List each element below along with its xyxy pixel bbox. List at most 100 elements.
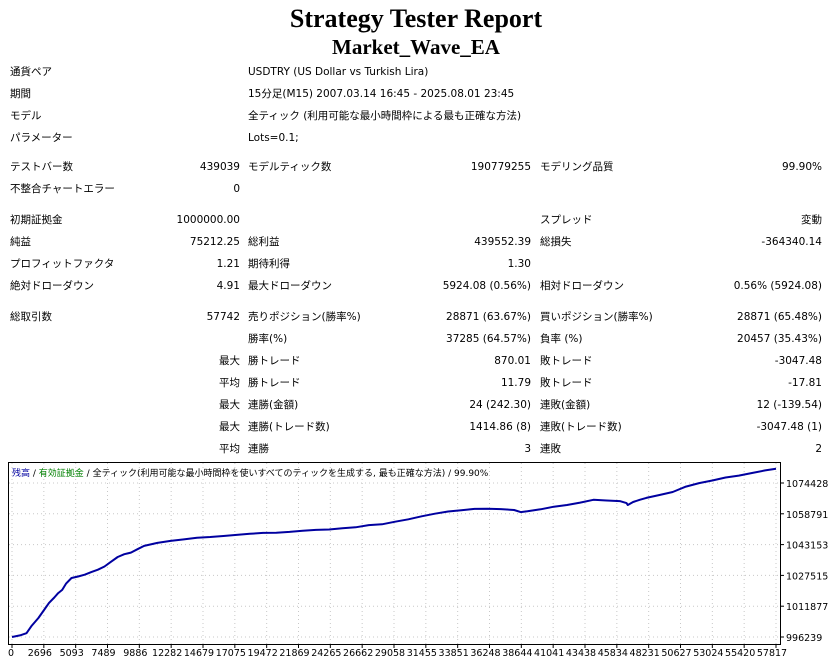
quality-label: モデリング品質 [540,161,614,173]
win-value: 37285 (64.57%) [446,333,531,345]
x-tick-label: 38644 [502,648,532,659]
x-tick-label: 12282 [152,648,182,659]
abs-dd-value: 4.91 [216,280,240,292]
max-word: 最大 [219,421,240,433]
avg-cons-win-label: 連勝 [248,443,269,455]
avg-cons-loss-value: 2 [815,443,822,455]
params-label: パラメーター [10,132,73,144]
y-tick-label: 1074428 [786,479,828,490]
y-tick-label: 1058791 [786,510,828,521]
legend-equity: 有効証拠金 [39,467,84,479]
x-tick-label: 53024 [693,648,723,659]
legend-sep: / [84,469,93,479]
model-value: 全ティック (利用可能な最小時間枠による最も正確な方法) [248,110,522,122]
avg-cons-win-value: 3 [524,443,531,455]
x-tick-label: 0 [8,648,14,659]
balance-line [11,467,777,638]
legend-model: 全ティック(利用可能な最小時間枠を使いすべてのティックを生成する, 最も正確な方… [93,467,446,479]
x-tick-label: 45834 [598,648,628,659]
legend-quality: 99.90% [454,469,489,479]
mismatch-label: 不整合チャートエラー [10,183,115,195]
gross-loss-label: 総損失 [540,236,572,248]
avg-cons-loss-label: 連敗 [540,443,561,455]
legend-sep: / [30,469,39,479]
pair-label: 通貨ペア [10,66,52,78]
x-tick-label: 43438 [566,648,596,659]
y-axis-ticks: 1074428 1058791 1043153 1027515 1011877 99623… [780,479,828,644]
avg-loss-value: -17.81 [788,377,822,389]
expected-label: 期待利得 [248,258,290,270]
x-tick-label: 57817 [757,648,787,659]
max-word: 最大 [219,399,240,411]
abs-dd-label: 絶対ドローダウン [10,280,94,292]
x-tick-label: 14679 [184,648,214,659]
params-value: Lots=0.1; [248,132,299,144]
x-tick-label: 26662 [343,648,373,659]
quality-value: 99.90% [781,161,822,173]
avg-word: 平均 [219,377,240,389]
x-tick-label: 48231 [630,648,660,659]
avg-win-value: 11.79 [500,377,531,389]
long-value: 28871 (65.48%) [737,311,822,323]
largest-loss-label: 敗トレード [540,355,593,367]
ticks-value: 190779255 [470,161,531,173]
rel-dd-value: 0.56% (5924.08) [733,280,822,292]
max-cons-win-value: 24 (242.30) [469,399,531,411]
legend-balance: 残高 [12,467,30,479]
y-tick-label: 996239 [786,633,822,644]
report-title: Strategy Tester Report [289,4,543,33]
pair-value: USDTRY (US Dollar vs Turkish Lira) [248,66,429,78]
period-value: 15分足(M15) 2007.03.14 16:45 - 2025.08.01 … [248,88,515,100]
net-label: 純益 [10,236,31,248]
x-tick-label: 19472 [248,648,278,659]
loss-value: 20457 (35.43%) [737,333,822,345]
grid [9,463,780,644]
plot-frame [8,462,781,645]
x-tick-label: 36248 [470,648,500,659]
y-tick-label: 1043153 [786,541,828,552]
pf-value: 1.21 [216,258,240,270]
svg-text:残高 / 有効証拠金 / 全ティック(利用可能な最小時間枠を: 残高 / 有効証拠金 / 全ティック(利用可能な最小時間枠を使いすべてのティック… [12,467,489,479]
max-cons-profit-value: 1414.86 (8) [469,421,531,433]
bars-value: 439039 [199,161,240,173]
legend-sep: / [445,469,454,479]
rel-dd-label: 相対ドローダウン [540,280,624,292]
ticks-label: モデルティック数 [248,161,332,173]
avg-word: 平均 [219,443,240,455]
max-cons-loss-value: 12 (-139.54) [756,399,822,411]
spread-value: 変動 [801,214,822,226]
x-tick-label: 17075 [216,648,246,659]
x-tick-label: 24265 [311,648,341,659]
x-tick-label: 5093 [60,648,84,659]
x-tick-label: 33851 [439,648,469,659]
x-tick-label: 41041 [534,648,564,659]
max-word: 最大 [219,355,240,367]
pf-label: プロフィットファクタ [10,258,115,270]
y-tick-label: 1011877 [786,602,828,613]
x-axis-ticks: 0 2696 5093 7489 9886 12282 14679 17075 19472 218… [8,644,787,659]
max-cons-win-label: 連勝(金額) [248,399,299,411]
series-group [11,467,777,638]
mismatch-value: 0 [233,183,240,195]
x-tick-label: 9886 [123,648,147,659]
period-label: 期間 [10,88,31,100]
avg-loss-label: 敗トレード [540,377,593,389]
x-tick-label: 50627 [661,648,691,659]
deposit-label: 初期証拠金 [10,214,63,226]
long-label: 買いポジション(勝率%) [540,311,653,323]
short-label: 売りポジション(勝率%) [248,311,361,323]
x-tick-label: 21869 [279,648,309,659]
short-value: 28871 (63.67%) [446,311,531,323]
largest-loss-value: -3047.48 [774,355,822,367]
x-tick-label: 31455 [407,648,437,659]
bars-label: テストバー数 [10,161,73,173]
ea-name: Market_Wave_EA [332,35,500,59]
loss-label: 負率 (%) [540,333,583,345]
balance-chart: 残高 / 有効証拠金 / 全ティック(利用可能な最小時間枠を使いすべてのティック… [8,462,828,659]
gross-loss-value: -364340.14 [761,236,822,248]
gross-profit-value: 439552.39 [474,236,531,248]
max-dd-label: 最大ドローダウン [248,280,332,292]
total-trades-label: 総取引数 [10,311,52,323]
x-tick-label: 2696 [28,648,52,659]
max-cons-lossamt-label: 連敗(トレード数) [540,421,622,433]
